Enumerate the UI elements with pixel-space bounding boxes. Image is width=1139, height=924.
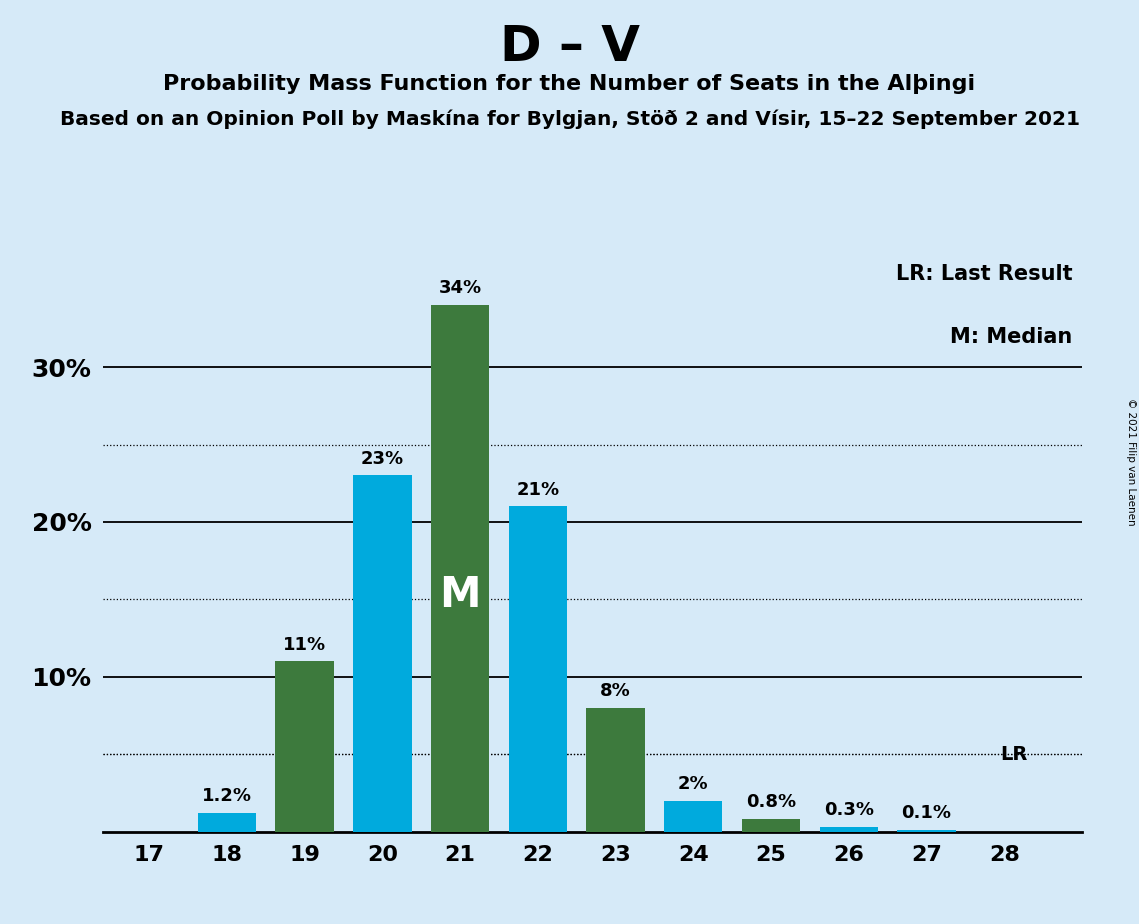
Bar	[820, 827, 878, 832]
Text: Based on an Opinion Poll by Maskína for Bylgjan, Stöð 2 and Vísir, 15–22 Septemb: Based on an Opinion Poll by Maskína for …	[59, 109, 1080, 128]
Text: M: Median: M: Median	[950, 327, 1072, 347]
Bar	[509, 506, 567, 832]
Text: 8%: 8%	[600, 682, 631, 700]
Bar	[431, 305, 490, 832]
Text: 11%: 11%	[284, 636, 326, 653]
Text: LR: LR	[1000, 745, 1027, 763]
Bar	[741, 820, 801, 832]
Text: 0.1%: 0.1%	[902, 804, 951, 822]
Bar	[587, 708, 645, 832]
Bar	[276, 662, 334, 832]
Text: 1.2%: 1.2%	[202, 787, 252, 806]
Text: D – V: D – V	[500, 23, 639, 71]
Text: 0.8%: 0.8%	[746, 794, 796, 811]
Text: 34%: 34%	[439, 279, 482, 298]
Text: © 2021 Filip van Laenen: © 2021 Filip van Laenen	[1126, 398, 1136, 526]
Bar	[898, 830, 956, 832]
Bar	[664, 800, 722, 832]
Text: M: M	[440, 574, 481, 615]
Text: 2%: 2%	[678, 775, 708, 793]
Bar	[353, 476, 411, 832]
Text: 23%: 23%	[361, 450, 404, 468]
Text: 21%: 21%	[516, 480, 559, 499]
Bar	[198, 813, 256, 832]
Text: LR: Last Result: LR: Last Result	[895, 264, 1072, 285]
Text: 0.3%: 0.3%	[823, 801, 874, 820]
Text: Probability Mass Function for the Number of Seats in the Alþingi: Probability Mass Function for the Number…	[163, 74, 976, 94]
